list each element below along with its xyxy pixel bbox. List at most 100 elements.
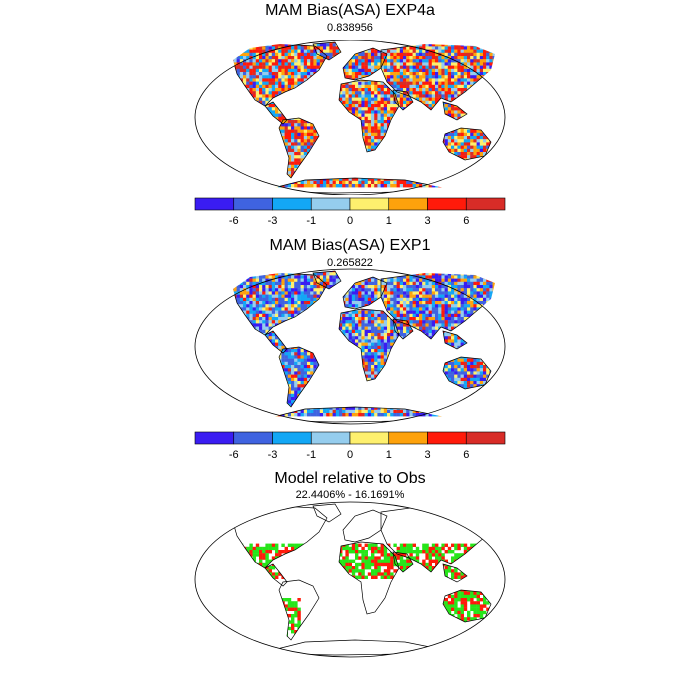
field-cell (403, 72, 407, 76)
field-cell (195, 282, 198, 285)
field-cell (492, 75, 495, 79)
field-cell (221, 59, 224, 62)
field-cell (441, 180, 445, 185)
field-cell (233, 152, 234, 156)
field-cell (355, 177, 359, 181)
field-cell (323, 145, 327, 149)
field-cell (364, 72, 368, 76)
field-cell (236, 155, 240, 159)
field-cell (224, 40, 227, 43)
field-cell (294, 81, 298, 85)
field-cell (307, 174, 311, 178)
field-cell (396, 139, 400, 143)
field-cell (438, 78, 442, 82)
field-cell (262, 78, 266, 82)
field-cell (297, 116, 301, 121)
field-cell (364, 275, 368, 279)
field-cell (249, 100, 253, 105)
field-cell (428, 171, 432, 175)
field-cell (419, 158, 423, 162)
field-cell (243, 110, 247, 114)
field-cell (415, 65, 420, 69)
field-cell (380, 97, 384, 101)
field-cell (332, 161, 336, 165)
field-cell (403, 52, 407, 57)
field-cell (351, 145, 356, 149)
field-cell (460, 49, 464, 53)
field-cell (271, 275, 276, 279)
field-cell (396, 158, 400, 162)
field-cell (224, 114, 227, 117)
field-cell (499, 82, 502, 85)
field-cell (419, 42, 423, 44)
field-cell (383, 91, 388, 95)
field-cell (252, 59, 256, 63)
field-cell (249, 78, 253, 82)
field-cell (406, 59, 410, 63)
field-cell (262, 107, 266, 111)
field-cell (297, 68, 301, 73)
field-cell (332, 107, 336, 111)
field-cell (268, 91, 272, 95)
field-cell (422, 281, 426, 286)
field-cell (268, 177, 272, 181)
field-cell (380, 84, 384, 89)
field-cell (383, 104, 388, 108)
field-cell (297, 56, 301, 60)
field-cell (255, 168, 260, 172)
field-cell (473, 164, 477, 169)
field-cell (476, 272, 480, 276)
field-cell (380, 46, 384, 50)
field-cell (399, 56, 404, 60)
field-cell (323, 46, 327, 50)
panel2-map (194, 268, 506, 425)
field-cell (444, 281, 448, 286)
field-cell (262, 91, 266, 95)
field-cell (499, 120, 502, 123)
field-cell (284, 177, 288, 181)
field-cell (195, 174, 198, 177)
field-cell (342, 171, 346, 175)
field-cell (444, 91, 448, 95)
field-cell (307, 164, 311, 169)
field-cell (406, 164, 410, 169)
field-cell (268, 271, 272, 273)
field-cell (444, 174, 448, 178)
field-cell (496, 174, 499, 177)
field-cell (473, 52, 477, 57)
field-cell (307, 184, 311, 188)
field-cell (470, 139, 474, 143)
field-cell (479, 184, 484, 188)
field-cell (345, 97, 349, 101)
field-cell (479, 110, 484, 114)
field-cell (332, 275, 336, 279)
field-cell (431, 49, 436, 53)
field-cell (201, 133, 204, 136)
field-cell (195, 62, 198, 65)
field-cell (284, 68, 288, 73)
field-cell (339, 180, 343, 185)
field-cell (476, 116, 480, 121)
field-cell (262, 59, 266, 63)
field-cell (380, 49, 384, 53)
field-cell (454, 49, 458, 53)
field-cell (275, 72, 279, 76)
field-cell (492, 43, 495, 47)
field-cell (281, 84, 285, 89)
field-cell (252, 75, 256, 79)
field-cell (233, 84, 234, 89)
field-cell (310, 184, 314, 188)
field-cell (195, 40, 198, 43)
field-cell (403, 110, 407, 114)
field-cell (339, 148, 343, 153)
field-cell (326, 88, 330, 92)
field-cell (198, 123, 201, 126)
field-cell (496, 40, 499, 43)
field-cell (358, 148, 362, 153)
field-cell (271, 59, 276, 63)
field-cell (415, 155, 420, 159)
field-cell (208, 59, 211, 62)
field-cell (399, 152, 404, 156)
field-cell (268, 168, 272, 172)
field-cell (364, 113, 368, 117)
